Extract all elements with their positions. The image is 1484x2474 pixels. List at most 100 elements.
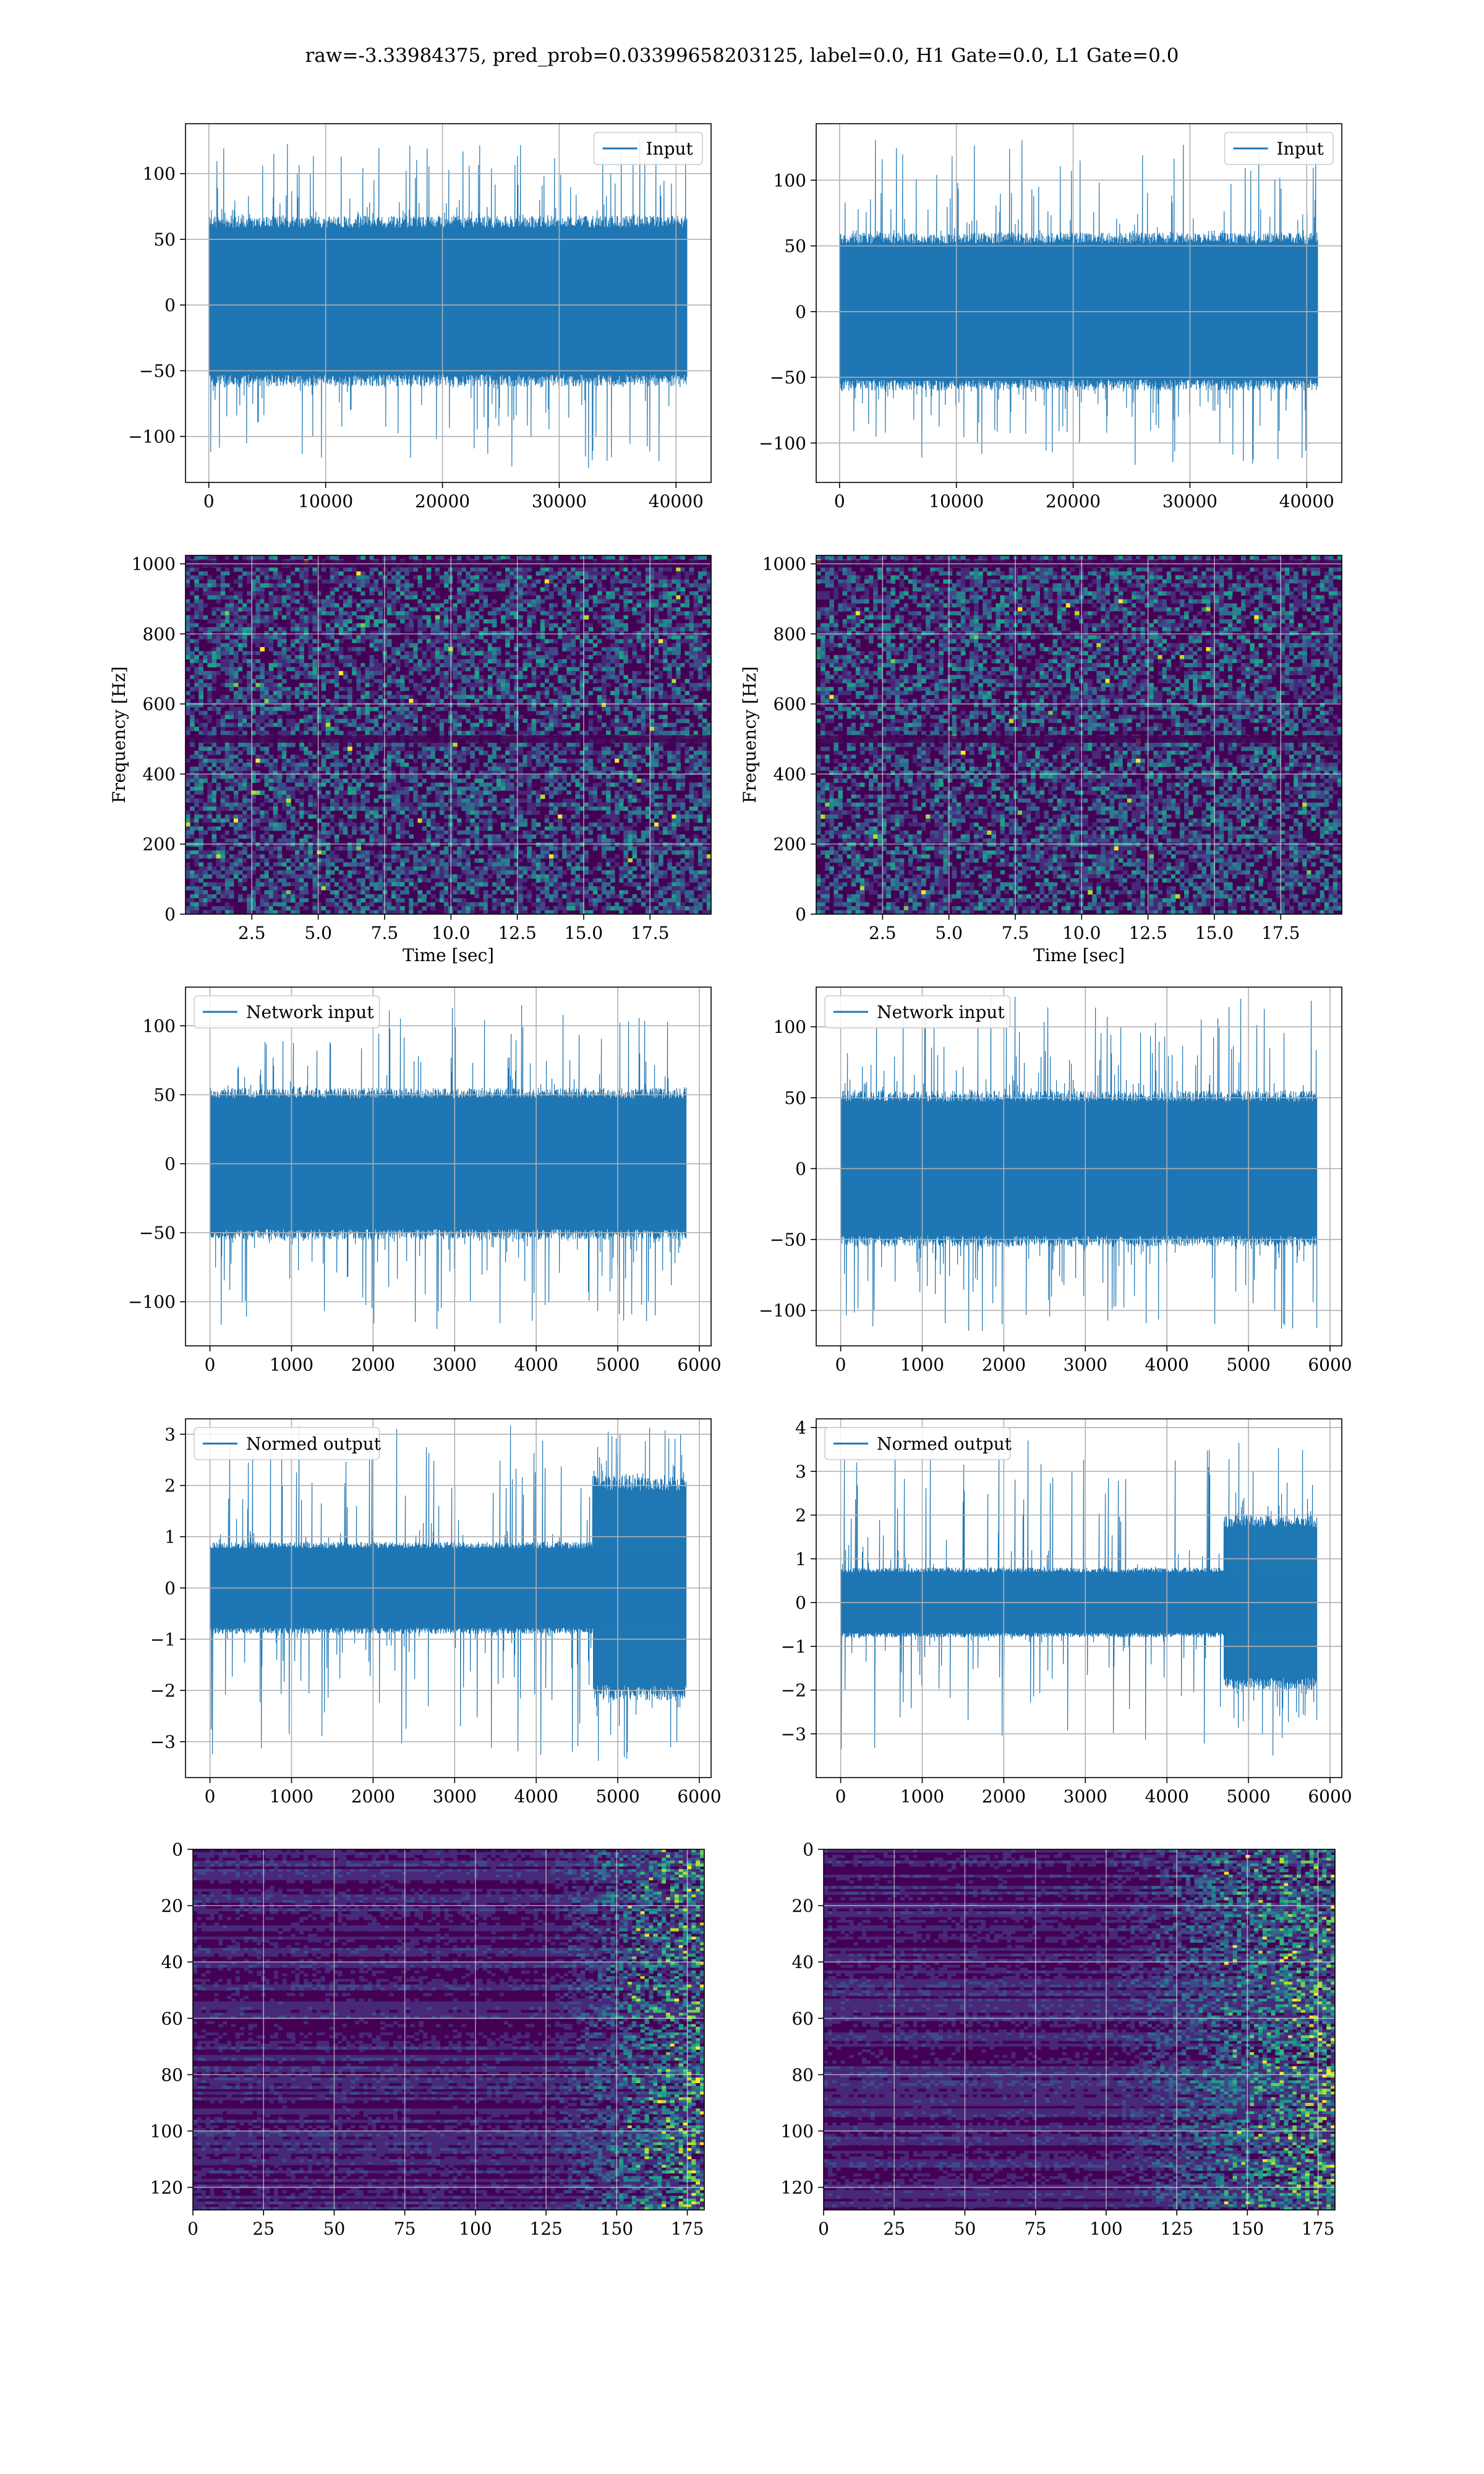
x-tick-label: 1000: [900, 1355, 944, 1375]
x-tick-label: 2000: [351, 1355, 395, 1375]
x-tick-label: 25: [883, 2219, 905, 2239]
x-tick-label: 125: [529, 2219, 562, 2239]
x-tick-label: 10000: [929, 491, 984, 511]
x-tick-label: 12.5: [498, 923, 536, 943]
y-tick-label: 120: [150, 2178, 183, 2198]
y-tick-label: 400: [143, 764, 176, 784]
x-tick-label: 5.0: [304, 923, 332, 943]
y-tick-label: 800: [143, 624, 176, 644]
x-tick-label: 17.5: [1261, 923, 1300, 943]
y-tick-label: −100: [759, 1301, 806, 1321]
y-tick-label: 0: [795, 1593, 806, 1613]
y-tick-label: 0: [795, 302, 806, 322]
y-tick-label: 50: [153, 1085, 176, 1105]
x-tick-label: 5000: [595, 1786, 639, 1807]
legend: Network input: [194, 996, 380, 1028]
legend-label: Normed output: [246, 1434, 382, 1454]
x-tick-label: 75: [394, 2219, 416, 2239]
y-tick-label: 60: [791, 2008, 814, 2029]
series-line-input-l1: [840, 140, 1318, 464]
y-tick-label: 1000: [132, 554, 176, 575]
x-tick-label: 10000: [298, 491, 353, 511]
y-tick-label: 50: [784, 1088, 806, 1108]
x-tick-label: 20000: [415, 491, 470, 511]
heatmap-cells-spectrogram-h1: [186, 555, 712, 915]
y-tick-label: 20: [791, 1896, 814, 1916]
x-tick-label: 150: [1231, 2219, 1264, 2239]
y-tick-label: 20: [161, 1896, 183, 1916]
y-tick-label: 0: [164, 1578, 176, 1598]
x-tick-label: 5000: [595, 1355, 639, 1375]
axes-spectrogram-l1: 2.5 5.0 7.5 10.0 12.5 15.0 17.5020040060080010…: [740, 554, 1342, 965]
legend: Input: [594, 132, 703, 165]
x-tick-label: 0: [818, 2219, 829, 2239]
heatmap-cells-spectrogram-l1: [816, 555, 1342, 915]
x-tick-label: 40000: [1279, 491, 1334, 511]
x-tick-label: 25: [252, 2219, 275, 2239]
legend-label: Network input: [877, 1002, 1005, 1022]
x-tick-label: 6000: [1308, 1786, 1352, 1807]
x-tick-label: 0: [205, 1355, 216, 1375]
x-axis-label: Time [sec]: [1033, 945, 1125, 965]
y-tick-label: 0: [803, 1839, 814, 1860]
x-tick-label: 15.0: [565, 923, 603, 943]
legend: Input: [1225, 132, 1334, 165]
axes-normed-output-l1: 0 1000 2000 3000 4000 5000 6000−3−2−101234Norm…: [781, 1418, 1352, 1807]
axes-network-input-h1: 0 1000 2000 3000 4000 5000 6000−100−50050100Ne…: [128, 987, 722, 1375]
y-tick-label: 3: [795, 1462, 806, 1482]
x-tick-label: 175: [1302, 2219, 1334, 2239]
y-tick-label: 1000: [762, 554, 806, 575]
x-axis-label: Time [sec]: [403, 945, 494, 965]
x-tick-label: 0: [835, 1355, 846, 1375]
x-tick-label: 175: [671, 2219, 704, 2239]
x-tick-label: 6000: [677, 1786, 721, 1807]
y-tick-label: −2: [150, 1680, 176, 1701]
y-tick-label: 2: [164, 1476, 176, 1496]
x-tick-label: 75: [1025, 2219, 1047, 2239]
x-tick-label: 4000: [514, 1786, 558, 1807]
x-tick-label: 2.5: [238, 923, 266, 943]
figure-suptitle: raw=-3.33984375, pred_prob=0.03399658203…: [305, 45, 1179, 67]
y-tick-label: 100: [781, 2121, 814, 2141]
x-tick-label: 3000: [433, 1355, 477, 1375]
x-tick-label: 6000: [677, 1355, 721, 1375]
x-tick-label: 1000: [900, 1786, 944, 1807]
legend: Normed output: [825, 1427, 1012, 1460]
y-tick-label: 200: [143, 834, 176, 855]
legend-label: Network input: [246, 1002, 374, 1022]
y-tick-label: 100: [774, 1017, 806, 1037]
y-tick-label: −2: [781, 1680, 806, 1701]
x-tick-label: 5000: [1226, 1786, 1270, 1807]
x-tick-label: 125: [1160, 2219, 1193, 2239]
x-tick-label: 17.5: [631, 923, 669, 943]
y-tick-label: 0: [795, 1158, 806, 1179]
y-tick-label: −3: [781, 1724, 806, 1744]
y-axis-label: Frequency [Hz]: [740, 666, 760, 803]
y-tick-label: 100: [143, 1016, 176, 1036]
signal-core: [209, 228, 688, 375]
axes-spectrogram-h1: 2.5 5.0 7.5 10.0 12.5 15.0 17.5020040060080010…: [109, 554, 712, 965]
x-tick-label: 15.0: [1195, 923, 1234, 943]
axes-network-input-l1: 0 1000 2000 3000 4000 5000 6000−100−50050100Ne…: [759, 987, 1352, 1375]
y-tick-label: −1: [781, 1637, 806, 1657]
x-tick-label: 7.5: [371, 923, 399, 943]
y-tick-label: 1: [795, 1549, 806, 1569]
x-tick-label: 6000: [1308, 1355, 1352, 1375]
x-tick-label: 2.5: [869, 923, 897, 943]
y-tick-label: 600: [774, 694, 806, 714]
dark-band: [816, 735, 1342, 743]
y-tick-label: 120: [781, 2178, 814, 2198]
y-tick-label: 3: [164, 1424, 176, 1445]
x-tick-label: 100: [1090, 2219, 1122, 2239]
x-tick-label: 10.0: [432, 923, 470, 943]
x-tick-label: 3000: [1064, 1786, 1107, 1807]
legend-label: Input: [1277, 139, 1324, 159]
y-tick-label: 40: [161, 1952, 183, 1972]
y-tick-label: 80: [791, 2065, 814, 2085]
legend-label: Input: [646, 139, 694, 159]
x-tick-label: 150: [600, 2219, 633, 2239]
y-tick-label: 60: [161, 2008, 183, 2029]
series-line-normed-output-h1: [210, 1426, 686, 1761]
